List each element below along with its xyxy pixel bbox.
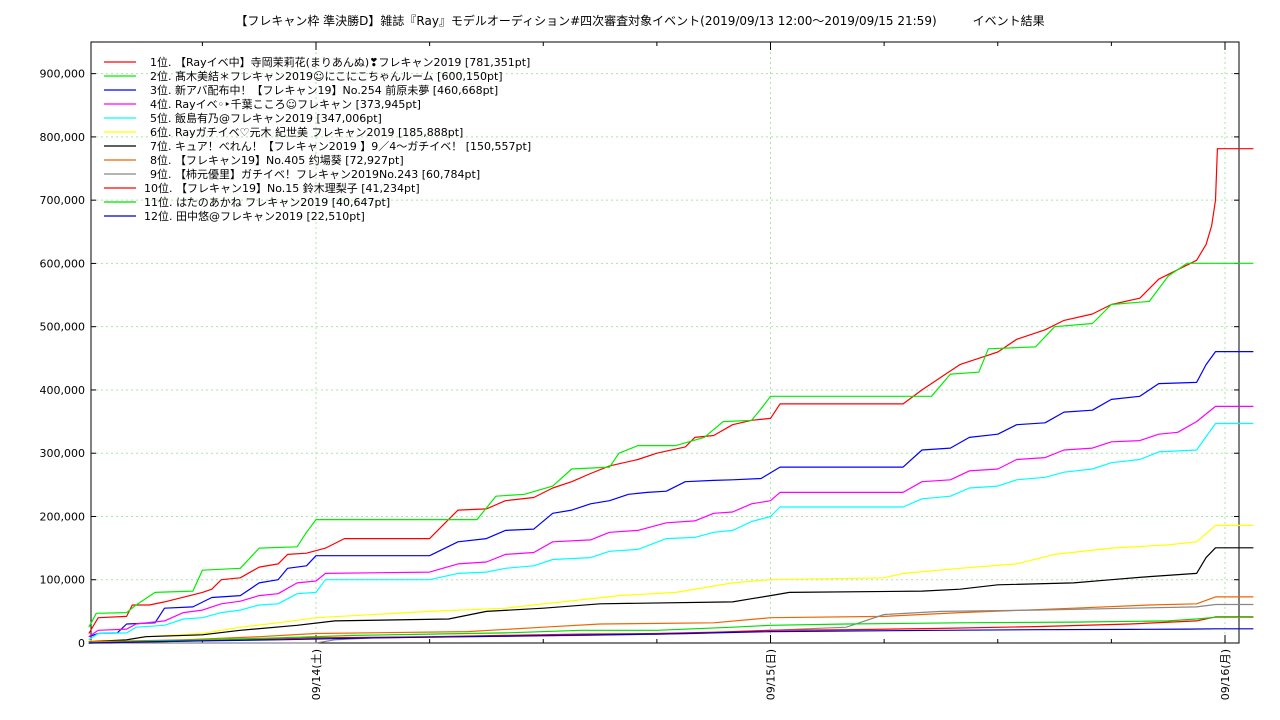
y-tick-label: 300,000	[40, 447, 86, 460]
y-tick-label: 900,000	[40, 68, 86, 81]
plot-frame	[90, 41, 1240, 644]
legend-label-10: 10位. 【フレキャン19】No.15 鈴木理梨子 [41,234pt]	[144, 181, 420, 195]
legend-label-1: 1位. 【Rayイベ中】寺岡茉莉花(まりあんぬ)❣フレキャン2019 [781,…	[150, 55, 530, 69]
legend-label-2: 2位. 髙木美結＊フレキャン2019☺にこにこちゃんルーム [600,150pt…	[150, 69, 503, 83]
legend-label-3: 3位. 新アバ配布中！【フレキャン19】No.254 前原未夢 [460,668…	[150, 83, 498, 97]
series-line-1	[88, 148, 1254, 634]
chart-title: 【フレキャン枠 準決勝D】雑誌『Ray』モデルオーディション#四次審査対象イベン…	[0, 12, 1280, 29]
x-tick-label: 09/16(月)	[1219, 649, 1232, 700]
series-line-12	[88, 628, 1254, 644]
legend-label-9: 9位. 【柿元優里】ガチイベ！フレキャン2019No.243 [60,784pt…	[150, 167, 480, 181]
y-tick-label: 800,000	[40, 131, 86, 144]
legend-label-4: 4位. Rayイベ◦‣千葉こころ☺フレキャン [373,945pt]	[150, 97, 421, 111]
series-line-11	[88, 616, 1254, 644]
legend-label-8: 8位. 【フレキャン19】No.405 约場葵 [72,927pt]	[150, 153, 404, 167]
legend-label-12: 12位. 田中悠@フレキャン2019 [22,510pt]	[144, 209, 365, 223]
legend-label-5: 5位. 飯島有乃@フレキャン2019 [347,006pt]	[150, 111, 382, 125]
x-tick-label: 09/15(日)	[765, 649, 778, 700]
series-line-8	[88, 596, 1254, 643]
series-line-4	[88, 405, 1254, 638]
chart-title-suffix: イベント結果	[972, 14, 1045, 28]
series-line-6	[88, 524, 1254, 642]
series-line-3	[88, 351, 1254, 638]
y-tick-label: 500,000	[40, 321, 86, 334]
y-tick-label: 400,000	[40, 384, 86, 397]
y-tick-label: 100,000	[40, 574, 86, 587]
chart-title-main: 【フレキャン枠 準決勝D】雑誌『Ray』モデルオーディション#四次審査対象イベン…	[235, 14, 937, 28]
legend-label-7: 7位. キュア！べれん！【フレキャン2019 】9／4〜ガチイベ！ [150,5…	[150, 139, 531, 153]
legend-label-6: 6位. Rayガチイベ♡元木 紀世美 フレキャン2019 [185,888pt]	[150, 125, 463, 139]
y-tick-label: 0	[78, 637, 85, 650]
x-tick-label: 09/14(土)	[310, 649, 323, 700]
series-line-7	[88, 547, 1254, 643]
series-line-2	[88, 262, 1254, 628]
y-tick-label: 600,000	[40, 257, 86, 270]
series-line-10	[88, 616, 1254, 644]
series-line-5	[88, 422, 1254, 641]
y-tick-label: 200,000	[40, 510, 86, 523]
y-tick-label: 700,000	[40, 194, 86, 207]
legend-label-11: 11位. はたのあかね フレキャン2019 [40,647pt]	[144, 195, 390, 209]
